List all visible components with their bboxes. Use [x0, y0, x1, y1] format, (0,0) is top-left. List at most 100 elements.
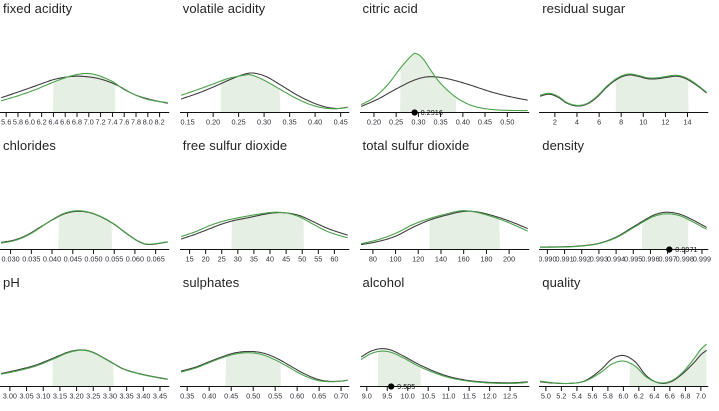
x-tick-label: 3.10: [36, 391, 50, 400]
x-tick-label: 3.40: [136, 391, 150, 400]
quantile-shade-region: [429, 210, 500, 250]
green-series-curve: [360, 350, 528, 385]
green-series-curve: [0, 349, 168, 380]
x-tick-label: 120: [412, 254, 424, 263]
x-tick-label: 0.40: [202, 391, 216, 400]
quantile-shade-region: [377, 351, 421, 387]
x-tick-label: 50: [298, 254, 306, 263]
x-tick-label: 0.50: [500, 117, 514, 126]
density-chart: 0.15 0.20 0.25 0.30 0.35 0.40 0.45: [179, 72, 350, 127]
x-tick-label: 0.55: [268, 391, 282, 400]
x-tick-label: 0.065: [147, 254, 165, 263]
panel-title: fixed acidity: [3, 1, 73, 16]
x-tick-label: 0.035: [22, 254, 40, 263]
x-tick-label: 0.999: [693, 254, 711, 263]
panel-title: alcohol: [362, 275, 405, 290]
x-tick-label: 7.0: [696, 391, 706, 400]
x-tick-label: 0.35: [433, 117, 447, 126]
x-tick-label: 0.25: [389, 117, 403, 126]
x-tick-label: 3.30: [103, 391, 117, 400]
x-tick-label: 30: [234, 254, 242, 263]
x-tick-label: 6.0: [25, 117, 35, 126]
panel-alcohol: alcohol 9.595 9.0 9.5 10.0 10.5 11.0 11.5 12.0 12…: [359, 274, 540, 411]
quantile-shade-region: [629, 344, 707, 387]
panel-chlorides: chlorides 0.030 0.035 0.040 0.045 0.050 0.055 0…: [0, 137, 180, 274]
panel-title: total sulfur dioxide: [362, 138, 470, 153]
panel-quality: quality 5.0 5.2 5.4 5.6 5.8 6.0 6.2 6.4 6.6 6.8 7.0: [539, 274, 719, 411]
x-tick-label: 0.60: [290, 391, 304, 400]
x-tick-label: 5.0: [541, 391, 551, 400]
x-tick-label: 0.030: [1, 254, 19, 263]
dark-series-curve: [540, 74, 708, 107]
x-tick-label: 6.4: [650, 391, 660, 400]
x-tick-label: 6.8: [681, 391, 691, 400]
panel-title: volatile acidity: [182, 1, 266, 16]
x-tick-label: 6.2: [634, 391, 644, 400]
quantile-shade-region: [642, 213, 689, 250]
x-tick-label: 6.6: [60, 117, 70, 126]
x-tick-label: 0.996: [642, 254, 660, 263]
x-tick-label: 8.0: [143, 117, 153, 126]
x-tick-label: 200: [503, 254, 515, 263]
x-tick-label: 7.6: [119, 117, 129, 126]
x-tick-label: 0.20: [206, 117, 220, 126]
x-tick-label: 12: [662, 117, 670, 126]
x-tick-label: 0.045: [64, 254, 82, 263]
dark-series-curve: [180, 212, 348, 240]
x-tick-label: 0.30: [257, 117, 271, 126]
quantile-shade-region: [58, 210, 113, 250]
x-tick-label: 11.0: [441, 391, 455, 400]
x-tick-label: 6: [597, 117, 601, 126]
x-tick-label: 80: [368, 254, 376, 263]
density-chart: 5.0 5.2 5.4 5.6 5.8 6.0 6.2 6.4 6.6 6.8 7.0: [539, 343, 709, 401]
panel-title: citric acid: [362, 1, 418, 16]
x-tick-label: 160: [457, 254, 469, 263]
x-tick-label: 8: [619, 117, 623, 126]
quantile-shade-region: [399, 53, 456, 113]
density-chart: 15 20 25 30 35 40 45 50 55 60: [179, 211, 350, 264]
x-tick-label: 11.5: [462, 391, 476, 400]
x-tick-label: 180: [480, 254, 492, 263]
x-tick-label: 0.45: [333, 117, 347, 126]
x-tick-label: 20: [201, 254, 209, 263]
x-tick-label: 7.2: [96, 117, 106, 126]
x-tick-label: 3.00: [3, 391, 17, 400]
panel-title: sulphates: [182, 275, 240, 290]
x-tick-label: 0.050: [84, 254, 102, 263]
x-tick-label: 0.65: [312, 391, 326, 400]
panel-ph: pH 3.00 3.05 3.10 3.15 3.20 3.25 3.30 3.35 3.40 3.…: [0, 274, 180, 411]
x-tick-label: 0.40: [455, 117, 469, 126]
x-tick-label: 40: [266, 254, 274, 263]
x-tick-label: 3.45: [153, 391, 167, 400]
green-series-curve: [540, 73, 708, 106]
x-tick-label: 3.20: [70, 391, 84, 400]
x-tick-label: 0.70: [334, 391, 348, 400]
x-tick-label: 9.0: [361, 391, 371, 400]
panel-title: chlorides: [3, 138, 56, 153]
x-tick-label: 0.993: [590, 254, 608, 263]
panel-density: density 0.9971 0.990 0.991 0.992 0.993 0.994 0.…: [539, 137, 719, 274]
x-tick-label: 5.6: [1, 117, 11, 126]
panel-title: residual sugar: [542, 1, 626, 16]
x-tick-label: 0.45: [224, 391, 238, 400]
x-tick-label: 55: [314, 254, 322, 263]
x-tick-label: 14: [684, 117, 692, 126]
panel-sulphates: sulphates 0.35 0.40 0.45 0.50 0.55 0.60 0.65 0.7…: [179, 274, 360, 411]
x-tick-label: 0.50: [246, 391, 260, 400]
x-tick-label: 5.2: [557, 391, 567, 400]
x-tick-label: 7.0: [84, 117, 94, 126]
x-tick-label: 0.995: [624, 254, 642, 263]
density-chart: 0.030 0.035 0.040 0.045 0.050 0.055 0.060 0.065: [0, 210, 170, 264]
density-chart: 0.35 0.40 0.45 0.50 0.55 0.60 0.65 0.70: [179, 350, 350, 401]
x-tick-label: 0.35: [282, 117, 296, 126]
density-chart: 2 4 6 8 10 12 14: [539, 73, 709, 127]
dark-series-curve: [180, 72, 348, 110]
x-tick-label: 45: [282, 254, 290, 263]
x-tick-label: 25: [217, 254, 225, 263]
x-tick-label: 0.15: [180, 117, 194, 126]
green-series-curve: [180, 74, 348, 110]
green-series-curve: [0, 210, 168, 245]
x-tick-label: 3.35: [120, 391, 134, 400]
